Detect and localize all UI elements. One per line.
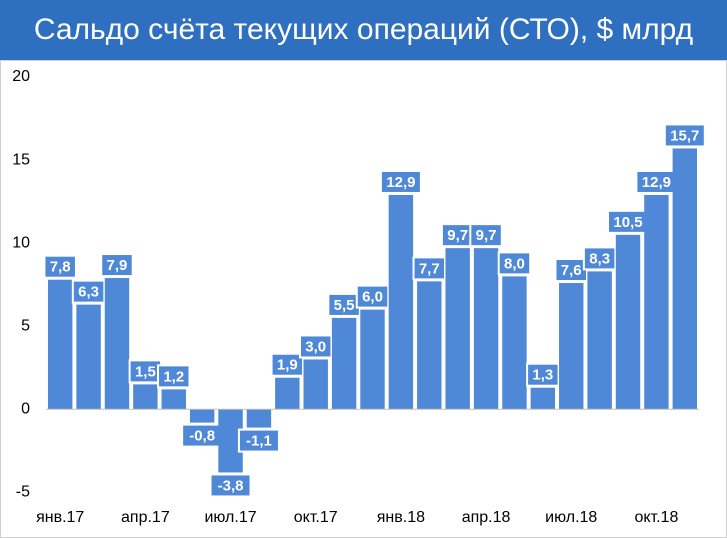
value-label: 7,6: [561, 262, 582, 279]
bar: [104, 278, 130, 410]
value-label: 1,9: [277, 357, 298, 374]
value-label: 5,5: [334, 297, 355, 314]
value-label: 10,5: [613, 214, 642, 231]
y-tick-label: 5: [21, 317, 30, 334]
value-label: 6,3: [78, 284, 99, 301]
bar: [502, 276, 527, 410]
value-label-box: [379, 169, 422, 194]
value-label-box: [526, 362, 560, 387]
bar: [47, 279, 73, 410]
bar: [672, 148, 698, 410]
value-label-box: [71, 279, 106, 304]
chart: -5 0 5 10 15 20 янв.17 7,8 6,3 7,9 апр.17 1,5 1,2 -0,…: [0, 60, 727, 538]
x-tick-label: апр.17: [121, 509, 170, 526]
bar: [189, 409, 215, 423]
bar: [360, 309, 385, 410]
bar: [161, 389, 186, 410]
bar: [445, 248, 470, 410]
bar: [388, 194, 414, 410]
y-tick-label: -5: [16, 484, 30, 501]
value-label-box: [100, 253, 134, 278]
value-label-box: [43, 254, 77, 279]
value-label-box: [663, 123, 706, 148]
y-tick-label: 15: [12, 151, 30, 168]
x-tick-label: окт.18: [634, 509, 678, 526]
value-label: 7,8: [50, 259, 71, 276]
bar: [303, 359, 328, 410]
y-tick-label: 20: [12, 68, 30, 85]
bar: [133, 384, 158, 410]
value-label: 1,2: [163, 368, 184, 385]
value-label: 6,0: [362, 289, 383, 306]
bar: [587, 271, 612, 410]
y-tick-label: 0: [21, 401, 30, 418]
bar: [615, 234, 641, 410]
chart-title: Сальдо счёта текущих операций (СТО), $ м…: [0, 0, 727, 60]
value-label: 8,3: [589, 250, 610, 267]
bar: [76, 304, 101, 410]
x-tick-label: июл.17: [204, 509, 256, 526]
bar: [275, 377, 300, 410]
x-tick-label: янв.17: [36, 509, 84, 526]
y-tick-label: 10: [12, 234, 30, 251]
value-label-box: [469, 223, 503, 248]
bar: [559, 283, 584, 410]
value-label: -3,8: [218, 477, 244, 494]
value-label: 1,3: [532, 367, 553, 384]
value-label-box: [497, 251, 532, 276]
value-label: 1,5: [135, 363, 156, 380]
value-label-box: [157, 364, 191, 389]
value-label-box: [355, 284, 390, 309]
value-label: 12,9: [642, 174, 671, 191]
value-label-box: [298, 334, 333, 359]
value-label: 9,7: [447, 227, 468, 244]
value-label: -1,1: [246, 433, 272, 450]
bar: [473, 248, 499, 410]
value-label-box: [582, 246, 617, 271]
bar: [246, 409, 272, 428]
value-label-box: [209, 473, 252, 498]
bar: [331, 317, 357, 410]
x-tick-label: янв.18: [377, 509, 425, 526]
value-label: 8,0: [504, 255, 525, 272]
bar: [417, 281, 442, 410]
value-label-box: [237, 428, 280, 453]
value-label: 15,7: [670, 127, 699, 144]
x-tick-label: окт.17: [294, 509, 338, 526]
x-tick-label: июл.18: [545, 509, 597, 526]
value-label: 3,0: [305, 338, 326, 355]
value-label-box: [412, 256, 447, 281]
value-label-box: [270, 352, 305, 377]
bar: [644, 194, 669, 410]
value-label: -0,8: [189, 428, 215, 445]
x-tick-label: апр.18: [462, 509, 511, 526]
value-label: 12,9: [386, 174, 415, 191]
bar: [530, 387, 556, 410]
value-label: 7,7: [419, 260, 440, 277]
value-label: 9,7: [476, 227, 497, 244]
value-label: 7,9: [107, 257, 128, 274]
